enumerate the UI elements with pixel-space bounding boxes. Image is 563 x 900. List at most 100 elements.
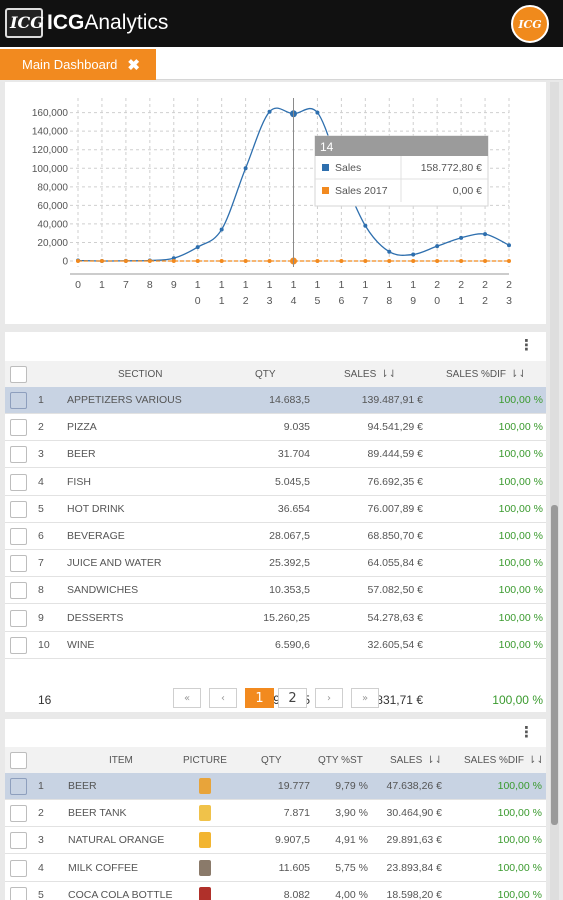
row-number: 2 — [38, 421, 44, 434]
qty-value: 25.392,5 — [269, 557, 310, 570]
prev-page-button[interactable]: ‹ — [209, 688, 237, 708]
x-tick-label: 7 — [123, 279, 129, 291]
table-row[interactable]: 6 BEVERAGE 28.067,5 68.850,70 € 100,00 % — [5, 523, 546, 550]
row-checkbox[interactable] — [10, 636, 27, 654]
row-number: 10 — [38, 638, 50, 651]
qty-st-value: 4,00 % — [335, 888, 368, 900]
col-item[interactable]: ITEM — [109, 754, 133, 766]
first-page-button[interactable]: « — [173, 688, 201, 708]
scrollbar-thumb[interactable] — [551, 505, 558, 825]
table-row[interactable]: 4 FISH 5.045,5 76.692,35 € 100,00 % — [5, 469, 546, 496]
row-checkbox[interactable] — [10, 859, 27, 877]
x-tick-label: 9 — [410, 295, 416, 307]
x-tick-label: 6 — [338, 295, 344, 307]
table-row[interactable]: 2 PIZZA 9.035 94.541,29 € 100,00 % — [5, 414, 546, 442]
x-tick-label: 5 — [315, 295, 321, 307]
last-page-button[interactable]: » — [351, 688, 379, 708]
data-point — [483, 259, 488, 263]
data-point — [507, 243, 511, 248]
data-point — [171, 259, 176, 263]
row-checkbox[interactable] — [10, 805, 27, 823]
row-checkbox[interactable] — [10, 500, 27, 518]
row-number: 7 — [38, 557, 44, 570]
section-name: DESSERTS — [67, 611, 124, 624]
page-2-button[interactable]: 2 — [278, 688, 307, 708]
table-row[interactable]: 10 WINE 6.590,6 32.605,54 € 100,00 % — [5, 632, 546, 659]
row-checkbox[interactable] — [10, 832, 27, 850]
row-checkbox[interactable] — [10, 446, 27, 464]
col-qty[interactable]: QTY — [255, 368, 276, 380]
row-checkbox[interactable] — [10, 528, 27, 545]
data-point — [459, 259, 464, 263]
sales-dif-value: 100,00 % — [498, 638, 543, 651]
table-row[interactable]: 3 NATURAL ORANGE 9.907,5 4,91 % 29.891,63 € 1… — [5, 827, 546, 855]
qty-value: 9.907,5 — [274, 834, 310, 847]
qty-value: 28.067,5 — [269, 530, 310, 542]
select-all-checkbox[interactable] — [10, 366, 27, 383]
col-qty[interactable]: QTY — [261, 754, 282, 766]
page-1-button[interactable]: 1 — [245, 688, 274, 708]
table-row[interactable]: 5 HOT DRINK 36.654 76.007,89 € 100,00 % — [5, 496, 546, 523]
sales-value: 139.487,91 € — [361, 394, 423, 406]
row-checkbox[interactable] — [10, 582, 27, 600]
data-point — [267, 259, 272, 263]
data-point — [459, 235, 464, 240]
table-row[interactable]: 3 BEER 31.704 89.444,59 € 100,00 % — [5, 441, 546, 469]
x-tick-label: 1 — [458, 295, 464, 307]
table-row[interactable]: 8 SANDWICHES 10.353,5 57.082,50 € 100,00 % — [5, 577, 546, 605]
col-qty-st[interactable]: QTY %ST — [318, 754, 363, 766]
col-picture[interactable]: PICTURE — [183, 754, 227, 766]
item-name: COCA COLA BOTTLE — [68, 888, 173, 900]
col-sales-dif[interactable]: SALES %DIF ⇂⇃ — [446, 368, 527, 380]
col-section[interactable]: SECTION — [118, 368, 163, 380]
row-number: 6 — [38, 530, 44, 542]
row-checkbox[interactable] — [10, 609, 27, 627]
user-avatar[interactable]: ICG — [511, 5, 549, 43]
table-row[interactable]: 2 BEER TANK 7.871 3,90 % 30.464,90 € 100,00 % — [5, 800, 546, 828]
item-name: BEER — [68, 780, 97, 792]
qty-value: 6.590,6 — [274, 638, 310, 651]
table-row[interactable]: 1 BEER 19.777 9,79 % 47.638,26 € 100,00 % — [5, 773, 546, 800]
sales-value: 76.007,89 € — [367, 502, 423, 515]
panel-menu-icon[interactable]: ⋮ — [519, 723, 534, 741]
next-page-button[interactable]: › — [315, 688, 343, 708]
sales-value: 89.444,59 € — [367, 448, 423, 461]
data-point — [387, 249, 392, 254]
col-sales-dif[interactable]: SALES %DIF ⇂⇃ — [464, 754, 545, 766]
x-tick-label: 1 — [291, 279, 297, 291]
data-point — [411, 252, 416, 257]
row-checkbox[interactable] — [10, 555, 27, 573]
select-all-checkbox[interactable] — [10, 752, 27, 769]
col-sales[interactable]: SALES ⇂⇃ — [390, 754, 444, 766]
sales-dif-value: 100,00 % — [498, 584, 543, 597]
table-row[interactable]: 1 APPETIZERS VARIOUS 14.683,5 139.487,91 € 1… — [5, 387, 546, 414]
panel-menu-icon[interactable]: ⋮ — [519, 336, 534, 354]
qty-st-value: 4,91 % — [335, 834, 368, 847]
row-number: 8 — [38, 584, 44, 597]
app-title: ICGAnalytics — [47, 11, 169, 34]
sales-value: 54.278,63 € — [367, 611, 423, 624]
tooltip-series-value: 158.772,80 € — [421, 162, 482, 174]
row-checkbox[interactable] — [10, 473, 27, 491]
qty-st-value: 5,75 % — [335, 861, 368, 874]
col-sales[interactable]: SALES ⇂⇃ — [344, 368, 398, 380]
row-checkbox[interactable] — [10, 392, 27, 409]
table-row[interactable]: 7 JUICE AND WATER 25.392,5 64.055,84 € 100,0… — [5, 550, 546, 578]
row-checkbox[interactable] — [10, 419, 27, 437]
table-row[interactable]: 5 COCA COLA BOTTLE 8.082 4,00 % 18.598,20 € 1… — [5, 882, 546, 900]
x-tick-label: 8 — [147, 279, 153, 291]
row-checkbox[interactable] — [10, 778, 27, 795]
row-checkbox[interactable] — [10, 886, 27, 900]
tab-main-dashboard[interactable]: Main Dashboard ✖ — [0, 49, 156, 80]
legend-swatch — [322, 164, 329, 171]
table-row[interactable]: 4 MILK COFFEE 11.605 5,75 % 23.893,84 € 100,0… — [5, 855, 546, 882]
close-icon[interactable]: ✖ — [127, 56, 140, 74]
scrollbar-track[interactable] — [550, 82, 559, 900]
item-picture — [199, 773, 211, 799]
x-tick-label: 1 — [243, 279, 249, 291]
sales-value: 68.850,70 € — [367, 530, 423, 542]
sales-line-chart: 0 20,000 40,000 60,000 80,000 100,000 120,000 1… — [32, 98, 512, 307]
table-row[interactable]: 9 DESSERTS 15.260,25 54.278,63 € 100,00 % — [5, 605, 546, 632]
row-number: 3 — [38, 834, 44, 847]
sales-value: 23.893,84 € — [386, 861, 442, 874]
